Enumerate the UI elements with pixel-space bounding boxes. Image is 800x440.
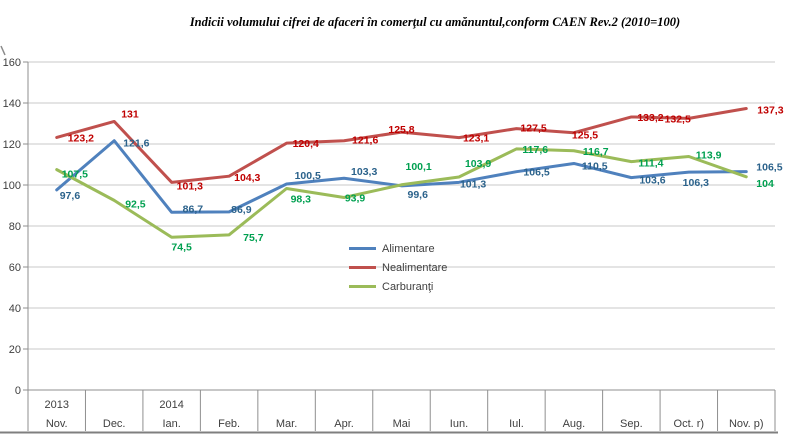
data-label-nealimentare-mar: 120,4 <box>293 138 319 150</box>
data-label-nealimentare-nov: 123,2 <box>68 132 94 144</box>
data-label-nealimentare-ian: 101,3 <box>177 180 203 192</box>
data-label-alimentare-aug: 110,5 <box>582 160 608 172</box>
data-label-carburanţi-iul: 117,6 <box>522 144 548 156</box>
data-label-carburanţi-mai: 100,1 <box>406 161 432 173</box>
data-label-nealimentare-aug: 125,5 <box>572 130 598 142</box>
x-tick-label: Sep. <box>620 418 643 430</box>
legend-label-alimentare: Alimentare <box>382 242 435 255</box>
y-tick-label: 80 <box>9 221 21 233</box>
data-label-nealimentare-iun: 123,1 <box>463 133 489 145</box>
x-tick-label: Nov. p) <box>729 418 764 430</box>
data-label-alimentare-feb: 86,9 <box>231 204 252 216</box>
data-label-carburanţi-novp: 104 <box>756 178 774 190</box>
legend-item-carburanti: Carburanţi <box>349 277 447 296</box>
data-label-nealimentare-dec: 131 <box>121 108 139 120</box>
y-tick-label: 100 <box>3 180 21 192</box>
x-tick-label: Apr. <box>334 418 354 430</box>
nealimentare-line-marker <box>349 266 376 269</box>
alimentare-line-marker <box>349 247 376 250</box>
data-label-carburanţi-octr: 113,9 <box>696 150 722 162</box>
carburanti-line-marker <box>349 285 376 288</box>
y-tick-label: 40 <box>9 303 21 315</box>
x-tick-label: Oct. r) <box>674 418 705 430</box>
data-label-nealimentare-apr: 121,6 <box>352 135 378 147</box>
data-label-alimentare-nov: 97,6 <box>60 190 81 202</box>
data-label-nealimentare-novp: 137,3 <box>757 105 783 117</box>
legend: Alimentare Nealimentare Carburanţi <box>349 239 447 296</box>
data-label-alimentare-sep: 103,6 <box>639 175 665 187</box>
data-label-carburanţi-aug: 116,7 <box>583 146 609 158</box>
y-tick-label: 20 <box>9 344 21 356</box>
series-line-nealimentare <box>55 107 748 184</box>
data-label-alimentare-iul: 106,5 <box>523 167 549 179</box>
data-label-carburanţi-nov: 107,5 <box>62 169 88 181</box>
y-tick-label: 160 <box>3 57 21 69</box>
y-tick-label: 0 <box>15 385 21 397</box>
legend-label-carburanti: Carburanţi <box>382 280 434 293</box>
data-label-alimentare-novp: 106,5 <box>756 162 782 174</box>
data-label-alimentare-iun: 101,3 <box>460 178 486 190</box>
data-label-alimentare-dec: 121,6 <box>123 138 149 150</box>
y-tick-label: 140 <box>3 98 21 110</box>
x-tick-label: Aug. <box>563 418 586 430</box>
x-tick-label: Mai <box>393 418 411 430</box>
legend-item-alimentare: Alimentare <box>349 239 447 258</box>
x-tick-label: Dec. <box>103 418 126 430</box>
data-label-alimentare-mai: 99,6 <box>408 189 429 201</box>
series-line-carburanţi <box>55 147 748 239</box>
data-label-carburanţi-dec: 92,5 <box>125 198 146 210</box>
data-label-carburanţi-feb: 75,7 <box>243 232 264 244</box>
x-tick-label: Nov. <box>46 418 68 430</box>
legend-label-nealimentare: Nealimentare <box>382 261 448 274</box>
cropped-axis-text-fragment <box>0 45 6 56</box>
chart-title: Indicii volumului cifrei de afaceri în c… <box>189 15 681 29</box>
data-label-carburanţi-apr: 93,9 <box>345 193 366 205</box>
legend-item-nealimentare: Nealimentare <box>349 258 447 277</box>
data-label-alimentare-octr: 106,3 <box>683 177 709 189</box>
data-label-nealimentare-octr: 132,5 <box>665 113 691 125</box>
data-label-carburanţi-ian: 74,5 <box>171 241 192 253</box>
data-label-carburanţi-iun: 103,9 <box>465 158 491 170</box>
x-tick-label: Iul. <box>509 418 524 430</box>
data-label-nealimentare-sep: 133,2 <box>637 112 663 124</box>
year-label: 2014 <box>159 399 183 411</box>
data-label-nealimentare-feb: 104,3 <box>234 172 260 184</box>
year-label: 2013 <box>44 399 68 411</box>
data-label-carburanţi-mar: 98,3 <box>291 193 312 205</box>
x-tick-label: Ian. <box>162 418 180 430</box>
data-label-alimentare-ian: 86,7 <box>183 203 204 215</box>
x-tick-label: Feb. <box>218 418 240 430</box>
data-label-nealimentare-mai: 125,8 <box>388 124 414 136</box>
x-tick-label: Iun. <box>450 418 468 430</box>
data-label-nealimentare-iul: 127,5 <box>520 123 546 135</box>
data-label-alimentare-mar: 100,5 <box>295 170 321 182</box>
data-label-carburanţi-sep: 111,4 <box>638 158 663 170</box>
y-tick-label: 120 <box>3 139 21 151</box>
y-tick-label: 60 <box>9 262 21 274</box>
x-tick-label: Mar. <box>276 418 297 430</box>
data-label-alimentare-apr: 103,3 <box>351 166 377 178</box>
